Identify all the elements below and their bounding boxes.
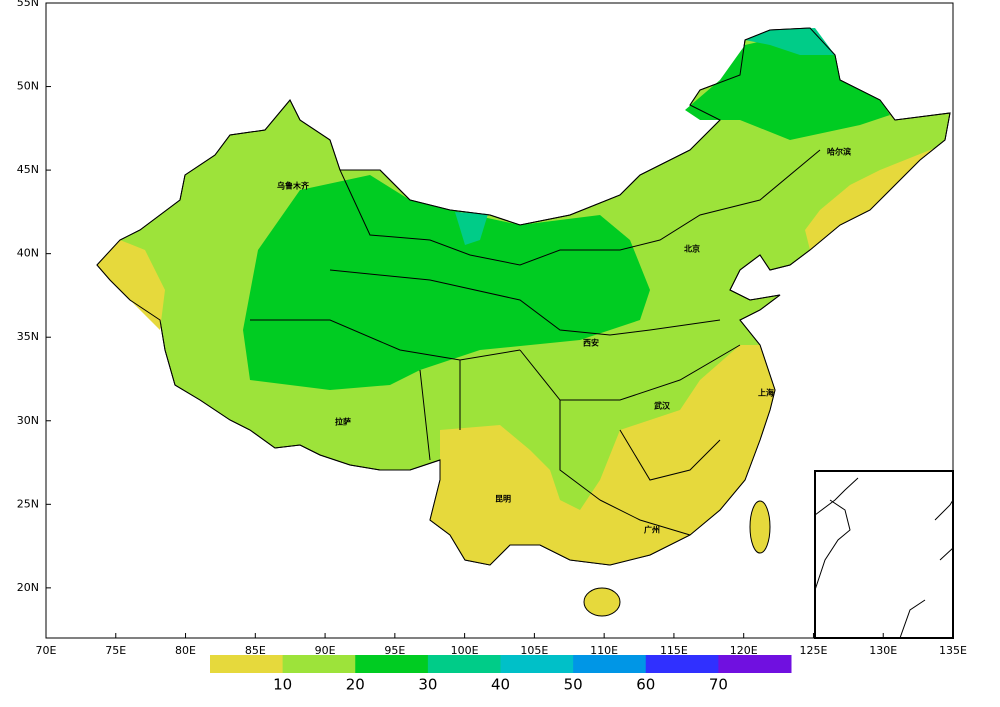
city-label: 北京 [684, 244, 700, 254]
colorbar-swatch [645, 655, 719, 673]
x-tick-label: 85E [245, 644, 266, 657]
city-label: 昆明 [495, 494, 511, 504]
city-label: 乌鲁木齐 [277, 181, 310, 191]
city-labels: 乌鲁木齐 拉萨 昆明 广州 西安 武汉 北京 哈尔滨 上海 [277, 147, 851, 535]
y-tick-label: 20N [17, 581, 39, 594]
city-label: 拉萨 [335, 417, 351, 427]
china-fill [96, 27, 951, 617]
city-label: 哈尔滨 [827, 147, 851, 157]
colorbar-label: 30 [418, 676, 437, 694]
city-label: 西安 [583, 338, 599, 348]
y-tick-label: 35N [17, 330, 39, 343]
colorbar-swatch [282, 655, 356, 673]
colorbar-swatch [718, 655, 792, 673]
city-label: 上海 [758, 388, 774, 398]
city-label: 广州 [644, 525, 660, 535]
colorbar-label: 20 [346, 676, 365, 694]
x-tick-label: 80E [175, 644, 196, 657]
x-tick-label: 95E [384, 644, 405, 657]
colorbar-swatch [210, 655, 284, 673]
x-tick-label: 115E [660, 644, 688, 657]
x-tick-label: 75E [105, 644, 126, 657]
y-tick-label: 25N [17, 497, 39, 510]
colorbar-label: 40 [491, 676, 510, 694]
colorbar-swatch [427, 655, 501, 673]
x-tick-label: 100E [451, 644, 479, 657]
colorbar-label: 50 [564, 676, 583, 694]
x-tick-label: 120E [730, 644, 758, 657]
colorbar-swatch [500, 655, 574, 673]
x-tick-label: 105E [520, 644, 548, 657]
colorbar-label: 70 [709, 676, 728, 694]
x-tick-label: 70E [36, 644, 57, 657]
y-tick-label: 55N [17, 0, 39, 9]
colorbar-label: 60 [636, 676, 655, 694]
y-tick-label: 45N [17, 163, 39, 176]
y-tick-label: 40N [17, 247, 39, 260]
colorbar-swatch [355, 655, 429, 673]
south-china-sea-inset [814, 470, 954, 639]
city-label: 武汉 [654, 401, 671, 411]
x-tick-label: 125E [799, 644, 827, 657]
colorbar-label: 10 [273, 676, 292, 694]
x-tick-label: 110E [590, 644, 618, 657]
y-tick-label: 50N [17, 80, 39, 93]
colorbar-swatch [573, 655, 647, 673]
x-tick-label: 135E [939, 644, 967, 657]
x-tick-label: 90E [315, 644, 336, 657]
x-tick-label: 130E [869, 644, 897, 657]
y-tick-label: 30N [17, 414, 39, 427]
